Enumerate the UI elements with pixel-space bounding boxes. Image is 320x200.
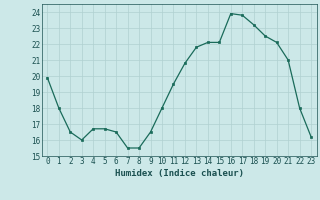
X-axis label: Humidex (Indice chaleur): Humidex (Indice chaleur)	[115, 169, 244, 178]
